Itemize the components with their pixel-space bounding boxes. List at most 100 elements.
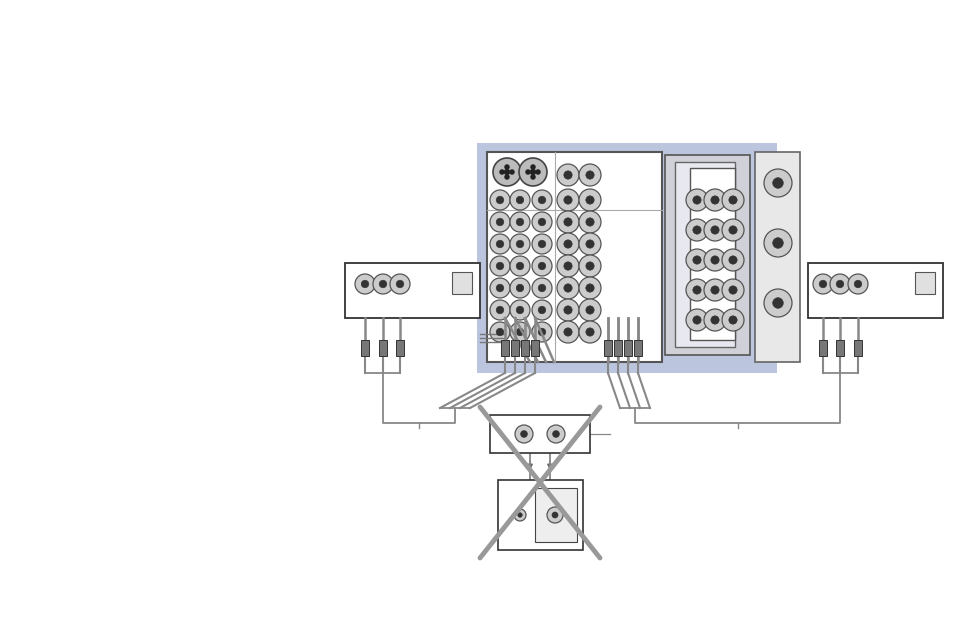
Circle shape bbox=[692, 256, 700, 264]
Circle shape bbox=[537, 306, 545, 314]
Circle shape bbox=[532, 278, 552, 298]
Circle shape bbox=[496, 196, 503, 204]
Circle shape bbox=[853, 280, 861, 288]
Circle shape bbox=[578, 189, 600, 211]
Circle shape bbox=[710, 316, 719, 324]
Circle shape bbox=[563, 196, 572, 204]
Circle shape bbox=[509, 170, 514, 175]
Circle shape bbox=[532, 300, 552, 320]
Bar bbox=[818, 340, 826, 356]
Circle shape bbox=[552, 512, 558, 518]
Circle shape bbox=[490, 234, 510, 254]
Circle shape bbox=[728, 316, 737, 324]
Bar bbox=[835, 340, 843, 356]
Circle shape bbox=[578, 277, 600, 299]
Circle shape bbox=[829, 274, 849, 294]
Circle shape bbox=[373, 274, 393, 294]
Circle shape bbox=[685, 189, 707, 211]
Circle shape bbox=[728, 256, 737, 264]
Circle shape bbox=[537, 328, 545, 335]
Circle shape bbox=[496, 219, 503, 226]
Bar bbox=[623, 340, 631, 356]
Circle shape bbox=[496, 328, 503, 335]
Circle shape bbox=[557, 255, 578, 277]
Circle shape bbox=[557, 299, 578, 321]
Circle shape bbox=[812, 274, 832, 294]
Circle shape bbox=[496, 284, 503, 292]
Circle shape bbox=[532, 322, 552, 342]
Circle shape bbox=[585, 262, 594, 270]
Circle shape bbox=[692, 226, 700, 234]
Circle shape bbox=[710, 256, 719, 264]
Circle shape bbox=[563, 218, 572, 226]
Circle shape bbox=[530, 175, 535, 180]
Circle shape bbox=[378, 280, 386, 288]
Circle shape bbox=[703, 189, 725, 211]
Bar bbox=[689, 168, 734, 340]
Circle shape bbox=[703, 309, 725, 331]
Circle shape bbox=[703, 249, 725, 271]
Circle shape bbox=[490, 278, 510, 298]
Circle shape bbox=[516, 196, 523, 204]
Circle shape bbox=[685, 309, 707, 331]
Circle shape bbox=[532, 212, 552, 232]
Bar bbox=[754, 152, 800, 362]
Circle shape bbox=[361, 280, 369, 288]
Bar bbox=[345, 263, 479, 318]
Circle shape bbox=[516, 284, 523, 292]
Circle shape bbox=[530, 169, 536, 175]
Circle shape bbox=[525, 170, 530, 175]
Circle shape bbox=[510, 212, 530, 232]
Circle shape bbox=[535, 170, 540, 175]
Circle shape bbox=[703, 279, 725, 301]
Circle shape bbox=[503, 169, 510, 175]
Circle shape bbox=[585, 306, 594, 314]
Circle shape bbox=[516, 240, 523, 248]
Bar bbox=[603, 340, 612, 356]
Circle shape bbox=[490, 190, 510, 210]
Circle shape bbox=[490, 300, 510, 320]
Circle shape bbox=[552, 431, 558, 438]
Circle shape bbox=[537, 240, 545, 248]
Circle shape bbox=[537, 196, 545, 204]
Bar bbox=[614, 340, 621, 356]
Circle shape bbox=[692, 316, 700, 324]
Circle shape bbox=[578, 233, 600, 255]
Circle shape bbox=[728, 286, 737, 294]
Bar bbox=[500, 340, 509, 356]
Circle shape bbox=[537, 262, 545, 270]
Circle shape bbox=[499, 170, 504, 175]
Circle shape bbox=[585, 284, 594, 292]
Circle shape bbox=[563, 240, 572, 248]
Bar bbox=[486, 152, 661, 362]
Circle shape bbox=[515, 425, 533, 443]
Circle shape bbox=[355, 274, 375, 294]
Circle shape bbox=[563, 171, 572, 179]
Circle shape bbox=[585, 328, 594, 336]
Circle shape bbox=[557, 321, 578, 343]
Circle shape bbox=[516, 262, 523, 270]
Bar bbox=[535, 488, 577, 542]
Circle shape bbox=[537, 284, 545, 292]
Circle shape bbox=[585, 196, 594, 204]
Circle shape bbox=[496, 262, 503, 270]
Circle shape bbox=[546, 507, 562, 523]
Circle shape bbox=[685, 249, 707, 271]
Circle shape bbox=[819, 280, 826, 288]
Circle shape bbox=[578, 255, 600, 277]
Circle shape bbox=[504, 165, 509, 170]
Circle shape bbox=[516, 306, 523, 314]
Bar bbox=[378, 340, 387, 356]
Circle shape bbox=[692, 196, 700, 204]
Circle shape bbox=[585, 218, 594, 226]
Circle shape bbox=[490, 212, 510, 232]
Circle shape bbox=[516, 328, 523, 335]
Circle shape bbox=[510, 190, 530, 210]
Circle shape bbox=[514, 509, 525, 521]
Circle shape bbox=[728, 226, 737, 234]
Circle shape bbox=[563, 262, 572, 270]
Bar bbox=[452, 272, 472, 294]
Circle shape bbox=[557, 277, 578, 299]
Circle shape bbox=[537, 219, 545, 226]
Bar bbox=[520, 340, 529, 356]
